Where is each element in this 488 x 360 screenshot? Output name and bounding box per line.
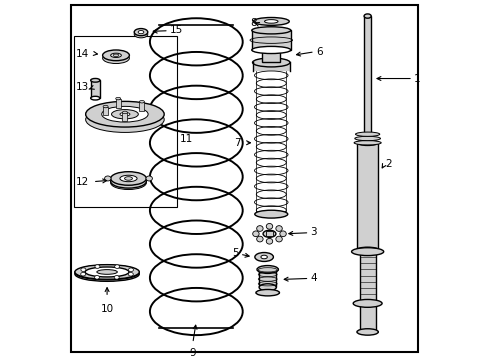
Ellipse shape: [263, 230, 275, 237]
Text: 8: 8: [250, 18, 257, 28]
Bar: [356, 143, 378, 250]
Bar: [139, 102, 144, 111]
Ellipse shape: [110, 172, 146, 185]
Ellipse shape: [266, 224, 272, 229]
Ellipse shape: [255, 289, 279, 296]
Ellipse shape: [110, 53, 121, 58]
Ellipse shape: [264, 20, 278, 23]
Text: 13: 13: [76, 82, 89, 93]
Ellipse shape: [94, 275, 100, 279]
Text: 2: 2: [385, 159, 391, 169]
Ellipse shape: [95, 265, 100, 268]
Ellipse shape: [353, 141, 381, 145]
Ellipse shape: [124, 177, 132, 180]
Ellipse shape: [110, 176, 146, 189]
Text: 12: 12: [76, 177, 89, 187]
Bar: [259, 270, 276, 287]
Ellipse shape: [256, 226, 263, 231]
Ellipse shape: [251, 27, 290, 34]
Bar: [74, 36, 176, 207]
Ellipse shape: [128, 273, 133, 276]
Ellipse shape: [352, 300, 381, 307]
Bar: [359, 252, 375, 303]
Ellipse shape: [85, 107, 164, 132]
Ellipse shape: [354, 136, 380, 141]
Ellipse shape: [90, 78, 100, 82]
Ellipse shape: [81, 268, 86, 271]
Ellipse shape: [138, 31, 143, 34]
Ellipse shape: [275, 236, 282, 242]
Text: 11: 11: [180, 134, 193, 144]
Text: 5: 5: [231, 248, 238, 258]
Ellipse shape: [356, 247, 378, 252]
Ellipse shape: [128, 268, 133, 271]
Ellipse shape: [75, 265, 139, 280]
Ellipse shape: [253, 18, 289, 25]
Text: 14: 14: [76, 49, 89, 59]
Ellipse shape: [261, 255, 267, 259]
Ellipse shape: [251, 46, 290, 54]
Ellipse shape: [85, 267, 129, 277]
Bar: [364, 16, 370, 143]
Ellipse shape: [262, 45, 280, 51]
Ellipse shape: [90, 96, 100, 100]
Ellipse shape: [275, 226, 282, 231]
Ellipse shape: [102, 53, 129, 63]
Text: 4: 4: [310, 273, 317, 283]
Ellipse shape: [146, 176, 152, 181]
Ellipse shape: [252, 58, 289, 67]
Ellipse shape: [122, 111, 127, 114]
Ellipse shape: [120, 112, 130, 116]
Bar: [122, 112, 127, 121]
Text: 3: 3: [310, 227, 317, 237]
Ellipse shape: [356, 329, 378, 335]
Ellipse shape: [134, 28, 147, 36]
Ellipse shape: [252, 231, 259, 237]
Text: 15: 15: [169, 25, 183, 35]
Ellipse shape: [120, 175, 137, 182]
Ellipse shape: [102, 106, 148, 122]
Text: 7: 7: [234, 138, 241, 148]
Ellipse shape: [351, 248, 383, 256]
Ellipse shape: [85, 102, 164, 127]
Ellipse shape: [266, 238, 272, 244]
Ellipse shape: [75, 265, 139, 279]
Ellipse shape: [113, 54, 119, 57]
Text: 10: 10: [101, 304, 113, 314]
Ellipse shape: [259, 284, 276, 291]
Ellipse shape: [114, 276, 119, 279]
Ellipse shape: [256, 236, 263, 242]
Bar: [251, 30, 290, 50]
Ellipse shape: [103, 105, 108, 108]
Ellipse shape: [116, 97, 121, 100]
Bar: [262, 48, 280, 63]
Ellipse shape: [81, 273, 85, 276]
Ellipse shape: [254, 210, 287, 218]
Text: 6: 6: [315, 47, 322, 57]
Ellipse shape: [279, 231, 285, 237]
Ellipse shape: [356, 140, 378, 145]
Bar: [103, 107, 108, 116]
Bar: [252, 63, 289, 71]
Bar: [359, 303, 375, 332]
Text: 1: 1: [413, 73, 420, 84]
Text: 9: 9: [189, 348, 196, 358]
Ellipse shape: [75, 267, 139, 281]
Ellipse shape: [257, 266, 278, 273]
Bar: [265, 231, 272, 236]
Ellipse shape: [355, 132, 379, 136]
Bar: [90, 80, 100, 98]
Ellipse shape: [114, 265, 120, 268]
Bar: [116, 99, 121, 108]
Ellipse shape: [139, 100, 144, 103]
Ellipse shape: [104, 176, 111, 181]
Ellipse shape: [97, 270, 117, 274]
Ellipse shape: [111, 109, 138, 119]
Ellipse shape: [102, 50, 129, 61]
Ellipse shape: [254, 252, 273, 261]
Ellipse shape: [110, 175, 146, 188]
Ellipse shape: [364, 14, 370, 18]
Ellipse shape: [134, 31, 147, 38]
